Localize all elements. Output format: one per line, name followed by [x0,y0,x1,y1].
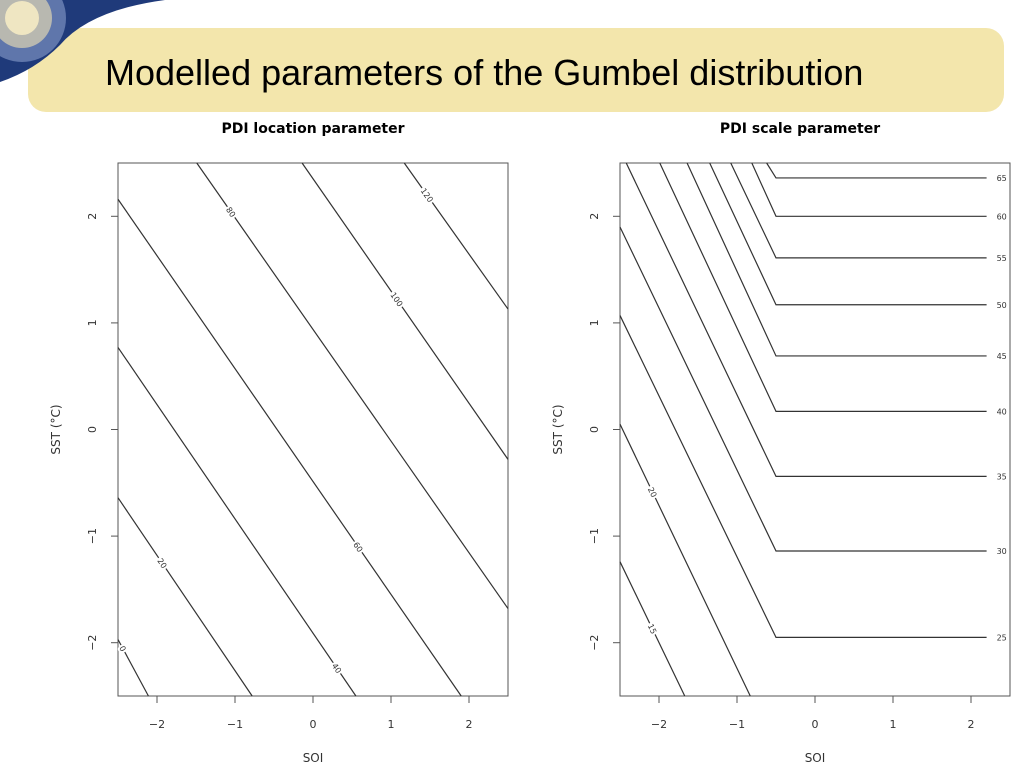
contour-line [619,561,686,697]
contour-line [117,497,253,697]
contour-line [619,315,987,638]
slide-title: Modelled parameters of the Gumbel distri… [105,52,863,93]
contour-label: 15 [646,623,659,636]
y-tick-label: 0 [588,426,601,433]
contour-label: 40 [330,662,343,675]
y-tick-label: 0 [86,426,99,433]
contour-line [625,162,987,478]
x-tick-label: 0 [310,718,317,731]
plot-box [619,162,1011,697]
y-tick-label: 1 [588,319,601,326]
y-tick-label: 1 [86,319,99,326]
y-tick-label: 2 [588,213,601,220]
contour-line [766,162,987,179]
x-tick-label: 2 [968,718,975,731]
contour-line [659,162,987,412]
contour-label: 60 [351,541,364,554]
x-tick-label: 2 [466,718,473,731]
x-tick-label: −1 [729,718,745,731]
x-axis-label: SOI [805,751,826,765]
chart: PDI scale parameter −2 −1 0 1 2 −2 −1 0 1 2 SOI SST … [551,121,1011,765]
contour-label: 30 [997,547,1007,556]
contour-label: 55 [997,254,1007,263]
contour-line [117,639,149,697]
contour-line [117,198,462,697]
x-tick-label: −2 [651,718,667,731]
corner-decoration [0,0,165,82]
contour-label: 25 [997,633,1007,642]
contour-label: 45 [997,352,1007,361]
y-axis-label: SST (°C) [49,404,63,454]
x-tick-label: 1 [388,718,395,731]
x-tick-label: −2 [149,718,165,731]
contour-line [751,162,987,217]
chart-title: PDI scale parameter [720,121,880,137]
contour-line [730,162,987,259]
y-tick-label: −2 [588,635,601,651]
contour-label: 0 [117,644,127,653]
contour-line [196,162,509,609]
contour-label: 35 [997,472,1007,481]
chart-title: PDI location parameter [221,121,404,137]
plot-box [117,162,509,697]
y-axis-label: SST (°C) [551,404,565,454]
contour-line [301,162,509,460]
x-tick-label: 1 [890,718,897,731]
contour-label: 40 [997,407,1007,416]
contour-label: 20 [646,486,659,499]
x-axis-label: SOI [303,751,324,765]
contour-line [709,162,987,306]
y-tick-label: −1 [588,528,601,544]
x-tick-label: 0 [812,718,819,731]
contour-line [619,423,751,697]
contour-label: 65 [997,174,1007,183]
contour-line [117,347,357,697]
y-tick-label: −2 [86,635,99,651]
contour-line [619,226,987,552]
x-tick-label: −1 [227,718,243,731]
title-banner [28,28,1004,112]
contour-line [686,162,987,357]
chart: PDI location parameter −2 −1 0 1 2 −2 −1 0 1 2 SOI S… [49,121,509,765]
contour-label: 20 [155,557,168,570]
y-tick-label: −1 [86,528,99,544]
contour-label: 50 [997,301,1007,310]
y-tick-label: 2 [86,213,99,220]
contour-line [403,162,509,310]
contour-label: 60 [997,212,1007,221]
